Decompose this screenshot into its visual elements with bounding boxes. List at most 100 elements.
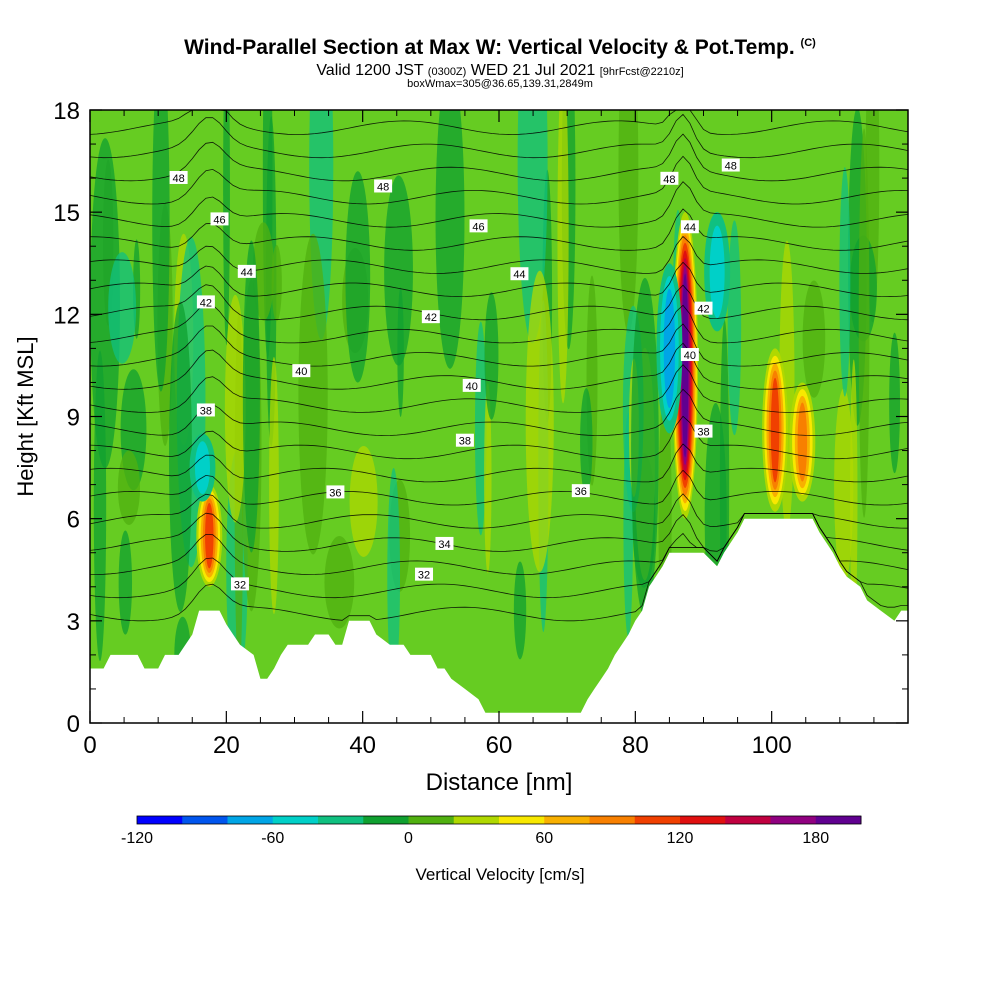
- chart-subtitle: Valid 1200 JST (0300Z) WED 21 Jul 2021 […: [316, 62, 684, 79]
- svg-text:32: 32: [234, 579, 246, 591]
- y-tick-label: 12: [53, 302, 80, 329]
- theta-contour-line: [90, 342, 908, 390]
- colorbar-swatch: [318, 816, 364, 824]
- velocity-stripe: [242, 240, 260, 553]
- colorbar-swatch: [770, 816, 817, 824]
- vertical-velocity-field: [90, 110, 908, 723]
- velocity-stripe: [474, 321, 487, 536]
- theta-contour-label: 48: [660, 171, 679, 186]
- theta-contour-label: 44: [237, 264, 256, 279]
- downdraft-core-level: [663, 288, 676, 408]
- velocity-stripe: [727, 220, 742, 436]
- velocity-stripe: [384, 175, 413, 366]
- velocity-stripe: [269, 357, 279, 615]
- svg-text:42: 42: [697, 304, 709, 316]
- downdraft-core-level: [709, 225, 725, 318]
- colorbar-tick-label: 60: [535, 830, 553, 847]
- svg-text:32: 32: [418, 570, 430, 582]
- theta-contour-line: [90, 261, 908, 298]
- theta-contour-line: [90, 415, 908, 460]
- y-tick-label: 9: [67, 405, 80, 432]
- theta-contour-line: [90, 323, 908, 367]
- theta-contour-label: 48: [374, 179, 393, 193]
- svg-text:42: 42: [200, 297, 212, 309]
- colorbar-swatch: [544, 816, 590, 824]
- colorbar-swatch: [815, 816, 862, 824]
- svg-text:42: 42: [425, 312, 437, 324]
- updraft-core-level: [797, 402, 808, 482]
- svg-text:46: 46: [213, 214, 225, 226]
- chart-box-info: boxWmax=305@36.65,139.31,2849m: [407, 78, 593, 90]
- theta-contours: 32 32 34 36 36 38 38 38 40 40 40 42 42 42 44 44 44 46 46 48…: [90, 110, 908, 622]
- theta-contour-line: [90, 388, 908, 437]
- theta-contour-label: 32: [415, 567, 434, 582]
- x-tick-label: 40: [349, 732, 376, 759]
- velocity-stripe: [117, 450, 141, 526]
- svg-text:36: 36: [329, 487, 341, 499]
- terrain-mask: [90, 518, 908, 723]
- colorbar-swatch: [137, 816, 183, 824]
- velocity-stripe: [850, 359, 858, 637]
- velocity-stripe: [858, 128, 870, 518]
- y-tick-label: 3: [67, 609, 80, 636]
- colorbar-tick-label: -60: [261, 830, 284, 847]
- theta-contour-label: 48: [721, 158, 740, 173]
- velocity-stripe: [618, 110, 639, 334]
- theta-contour-label: 46: [210, 212, 229, 226]
- svg-text:44: 44: [513, 269, 525, 281]
- theta-contour-label: 40: [292, 364, 311, 378]
- x-tick-label: 20: [213, 732, 240, 759]
- colorbar-tick-label: 120: [667, 830, 694, 847]
- y-tick-label: 6: [67, 507, 80, 534]
- velocity-stripe: [834, 388, 854, 585]
- svg-text:48: 48: [725, 161, 737, 173]
- colorbar-swatch: [408, 816, 455, 824]
- svg-text:48: 48: [377, 181, 389, 193]
- velocity-stripe: [118, 530, 133, 635]
- velocity-stripe: [525, 270, 554, 572]
- velocity-stripe: [223, 110, 230, 346]
- velocity-stripe: [631, 277, 659, 617]
- theta-contour-label: 44: [510, 267, 529, 281]
- colorbar-tick-label: -120: [121, 830, 153, 847]
- svg-text:38: 38: [697, 427, 709, 439]
- velocity-stripe: [484, 382, 492, 574]
- theta-contour-label: 42: [694, 301, 713, 316]
- x-tick-label: 80: [622, 732, 649, 759]
- updraft-core-level: [681, 273, 689, 458]
- velocity-stripe: [324, 536, 355, 629]
- theta-contour-label: 42: [196, 295, 215, 309]
- velocity-stripe: [108, 252, 137, 364]
- velocity-stripe: [889, 332, 901, 474]
- theta-contour-line: [90, 284, 908, 321]
- velocity-stripe: [435, 110, 465, 369]
- velocity-stripe: [580, 387, 593, 496]
- theta-contour-label: 42: [421, 310, 440, 324]
- x-tick-label: 100: [752, 732, 792, 759]
- terrain: [90, 518, 908, 723]
- theta-contour-line: [90, 208, 908, 251]
- x-tick-label: 60: [486, 732, 513, 759]
- y-axis-label: Height [Kft MSL]: [13, 336, 38, 496]
- theta-contour-label: 38: [196, 403, 215, 417]
- x-tick-label: 0: [83, 732, 96, 759]
- theta-contour-line: [90, 113, 908, 159]
- colorbar-swatch: [363, 816, 409, 824]
- theta-contour-line: [90, 364, 908, 413]
- theta-contour-line: [90, 181, 908, 228]
- theta-contour-line: [90, 469, 908, 506]
- theta-contour-label: 32: [230, 577, 249, 591]
- theta-contour-line: [90, 303, 908, 344]
- colorbar-swatch: [227, 816, 274, 824]
- velocity-stripe: [802, 280, 826, 398]
- colorbar-swatch: [634, 816, 681, 824]
- colorbar-swatch: [272, 816, 319, 824]
- theta-contour-label: 34: [435, 536, 454, 551]
- velocity-stripe: [168, 301, 192, 612]
- theta-contour-label: 48: [169, 170, 188, 185]
- theta-contour-label: 38: [694, 424, 713, 439]
- svg-text:38: 38: [459, 436, 471, 448]
- colorbar-label: Vertical Velocity [cm/s]: [415, 865, 584, 884]
